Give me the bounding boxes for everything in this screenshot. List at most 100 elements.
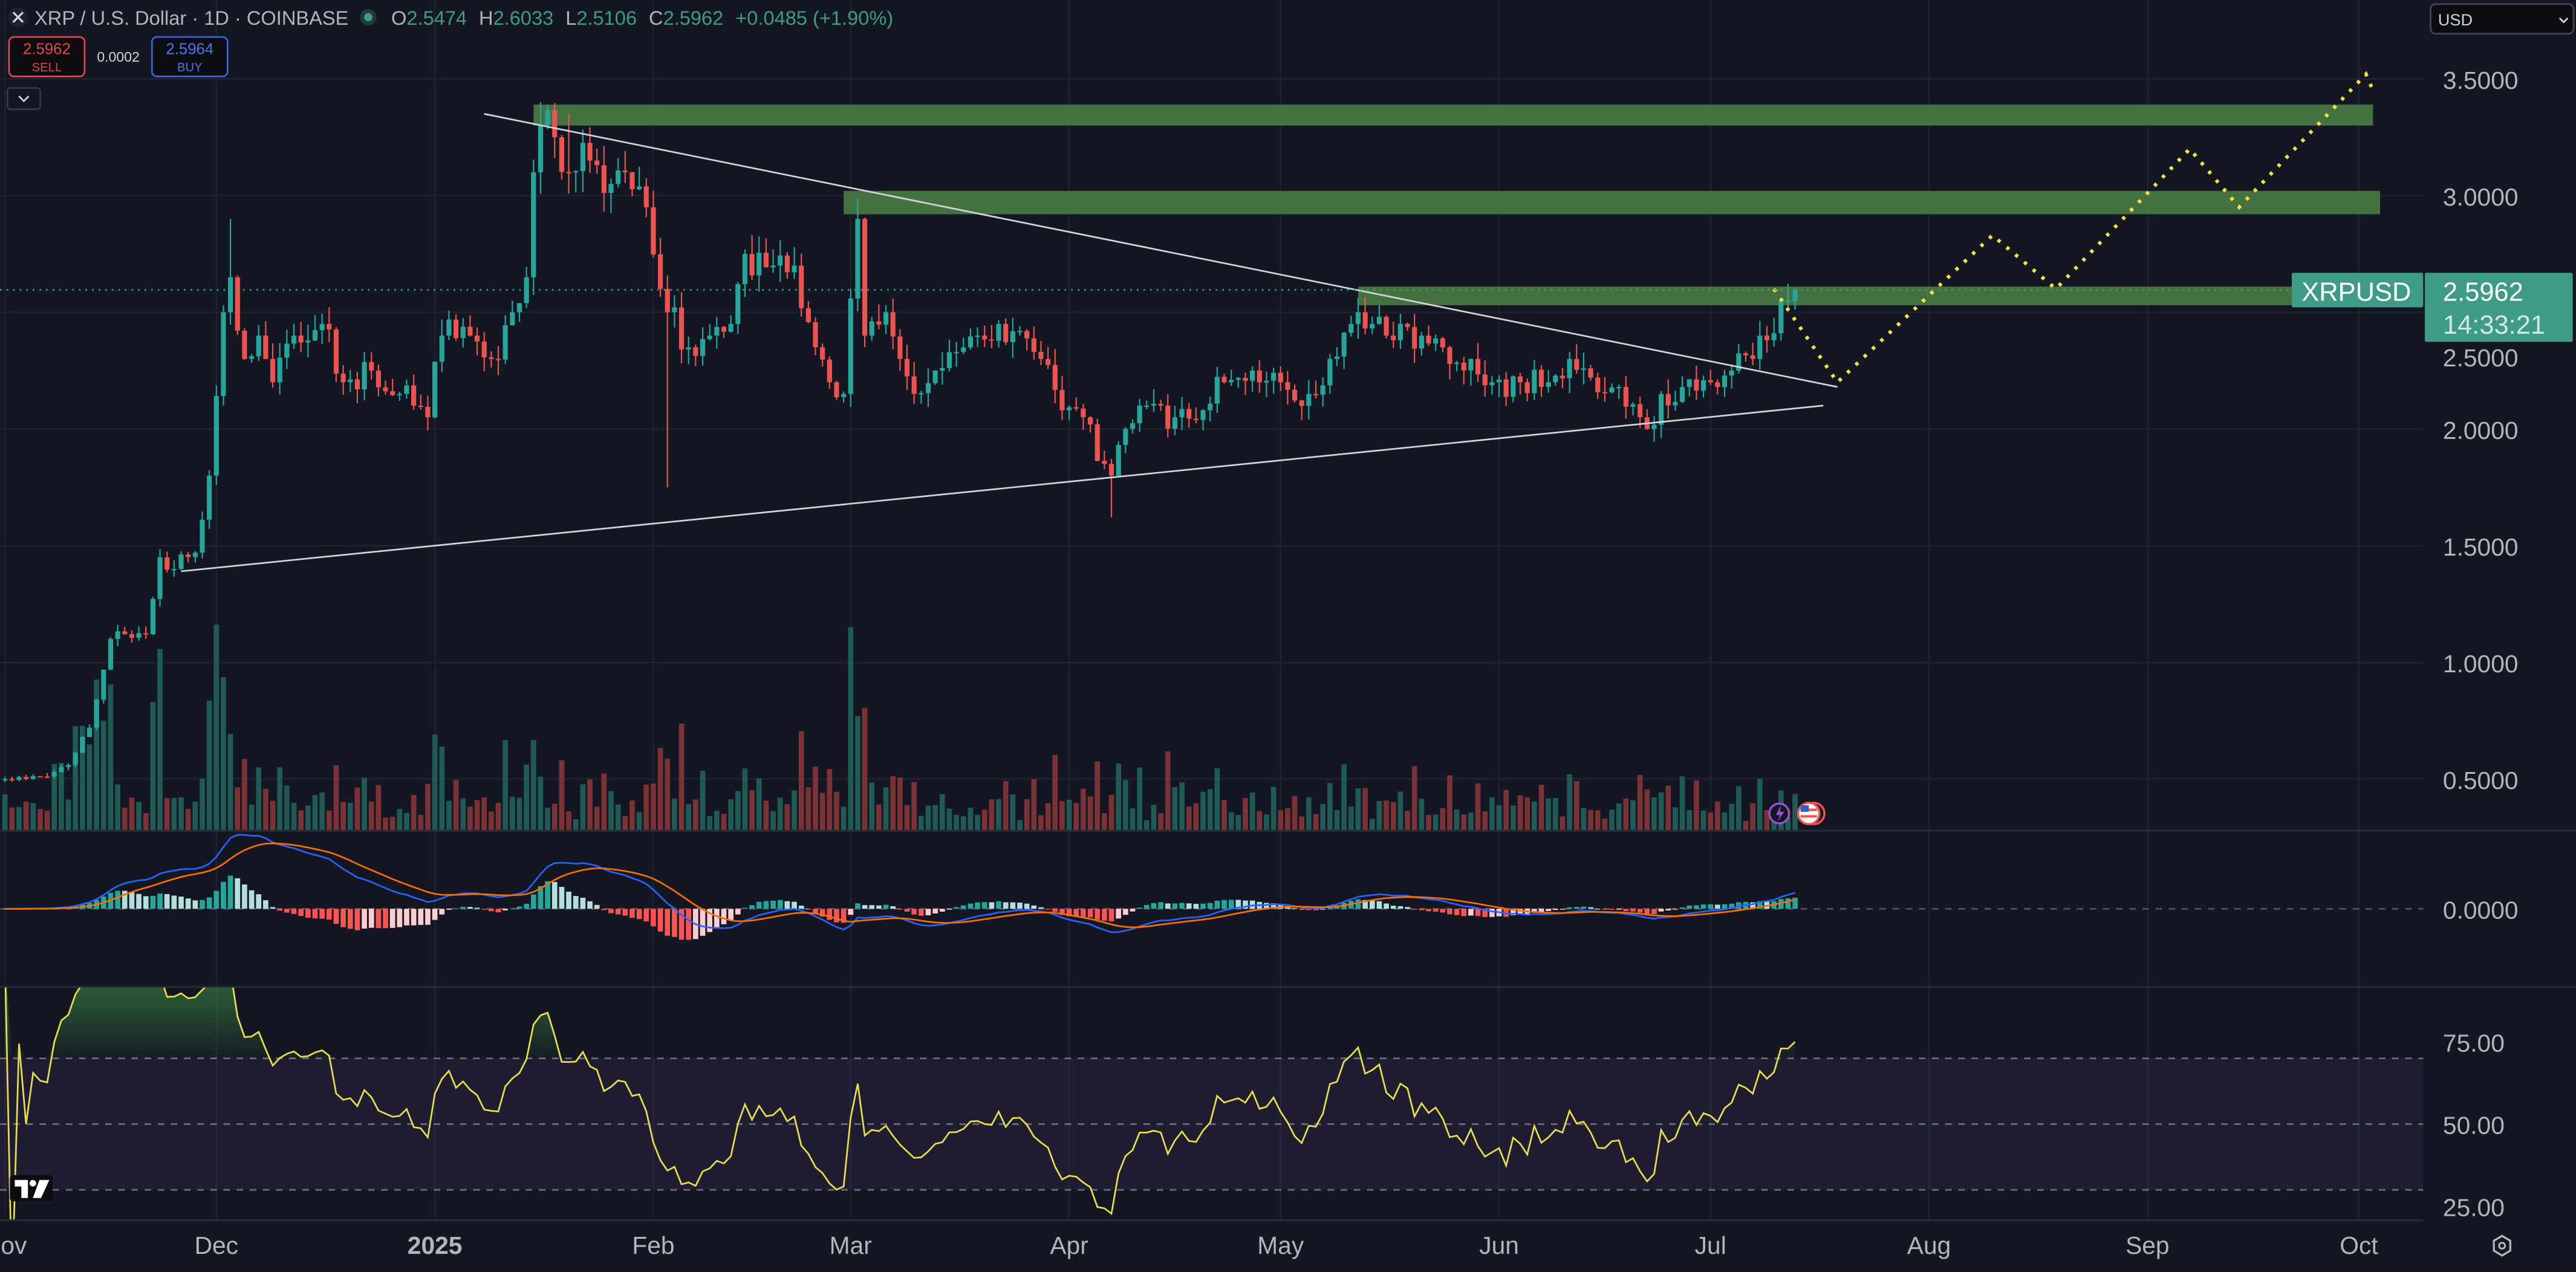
candle-body xyxy=(651,207,656,255)
macd-histogram-bar xyxy=(509,908,515,909)
macd-histogram-bar xyxy=(1454,909,1460,915)
candle-body xyxy=(312,330,318,341)
resistance-zone[interactable] xyxy=(1358,287,2424,305)
candle-body xyxy=(242,330,247,359)
macd-histogram-bar xyxy=(298,909,304,917)
macd-histogram-bar xyxy=(439,909,445,915)
projection-line[interactable] xyxy=(1772,71,2375,385)
volume-bar xyxy=(1397,791,1403,830)
macd-histogram-bar xyxy=(425,909,431,925)
macd-histogram-bar xyxy=(1355,899,1361,909)
volume-bar xyxy=(1066,799,1072,830)
volume-bar xyxy=(1376,801,1382,830)
macd-histogram-bar xyxy=(467,907,473,909)
macd-histogram-bar xyxy=(347,909,353,929)
volume-bar xyxy=(94,680,100,830)
candle-body xyxy=(1750,355,1755,359)
volume-bar xyxy=(1447,775,1452,830)
settings-icon[interactable] xyxy=(2493,1235,2511,1257)
lightning-event-icon[interactable] xyxy=(1768,802,1791,825)
macd-histogram-bar xyxy=(1207,903,1213,909)
macd-histogram-bar xyxy=(538,886,544,909)
volume-bar xyxy=(1468,813,1474,830)
currency-select[interactable]: USD xyxy=(2430,3,2575,35)
candle-body xyxy=(932,370,938,383)
volume-bar xyxy=(37,809,43,830)
macd-histogram-bar xyxy=(221,881,226,909)
candle-body xyxy=(1038,352,1044,359)
candle-body xyxy=(446,319,452,336)
candle-body xyxy=(1574,359,1579,370)
trendline[interactable] xyxy=(484,113,1838,388)
rsi-line xyxy=(4,987,1796,1220)
price-axis-label: 0.5000 xyxy=(2443,767,2519,794)
volume-bar xyxy=(841,806,847,830)
macd-histogram-bar xyxy=(1567,907,1572,909)
us-flag-event-icon[interactable] xyxy=(1797,802,1826,826)
projection-path[interactable] xyxy=(1772,71,2375,385)
macd-histogram-bar xyxy=(813,909,818,913)
candle-body xyxy=(30,776,36,779)
candle-body xyxy=(94,699,99,728)
tradingview-logo[interactable] xyxy=(10,1175,53,1202)
volume-bar xyxy=(44,811,50,830)
macd-histogram-bar xyxy=(1489,909,1495,917)
volume-bar xyxy=(1214,768,1220,830)
volume-bar xyxy=(678,723,685,830)
candle-body xyxy=(989,339,994,341)
candle-body xyxy=(1235,377,1241,380)
macd-histogram-bar xyxy=(1228,900,1234,909)
resistance-zones[interactable] xyxy=(533,104,2424,305)
trendlines[interactable] xyxy=(181,113,1838,573)
candle-body xyxy=(1673,401,1678,406)
volume-bar xyxy=(897,777,903,830)
symbol-header[interactable]: XRP / U.S. Dollar · 1D · COINBASE xyxy=(8,7,349,29)
volume-bar xyxy=(503,740,509,830)
buy-button[interactable]: 2.5964 BUY xyxy=(151,36,229,77)
candle-body xyxy=(1052,365,1058,391)
volume-bar xyxy=(1630,800,1636,830)
macd-histogram-bar xyxy=(1405,907,1410,909)
sell-button[interactable]: 2.5962 SELL xyxy=(8,36,86,77)
candle-body xyxy=(228,277,233,313)
resistance-zone[interactable] xyxy=(533,104,2373,126)
volume-bar xyxy=(1306,797,1312,830)
macd-histogram-bar xyxy=(981,902,987,909)
macd-histogram-bar xyxy=(1426,909,1431,912)
candle-body xyxy=(643,186,649,207)
candle-body xyxy=(186,554,191,557)
volume-bar xyxy=(1708,812,1714,830)
candle-body xyxy=(890,312,896,337)
candle-body xyxy=(678,307,685,350)
candle-body xyxy=(686,347,691,350)
macd-histogram-bar xyxy=(672,909,677,937)
volume-bar xyxy=(939,794,945,830)
candle-body xyxy=(580,143,585,171)
volume-bar xyxy=(446,800,452,830)
candle-body xyxy=(940,368,945,371)
volume-bar xyxy=(792,790,797,830)
trendline[interactable] xyxy=(181,404,1824,573)
candle-body xyxy=(629,172,635,189)
volume-bar xyxy=(1270,787,1277,830)
volume-bar xyxy=(1003,780,1009,830)
macd-histogram-bar xyxy=(939,909,945,912)
resistance-zone[interactable] xyxy=(844,190,2380,215)
volume-bar xyxy=(1264,814,1269,830)
volume-bar xyxy=(749,790,755,830)
collapse-button[interactable] xyxy=(6,87,41,111)
volume-bar xyxy=(30,803,36,830)
macd-histogram-bar xyxy=(1059,909,1065,915)
candle-body xyxy=(1376,317,1382,324)
macd-histogram-bar xyxy=(1179,903,1185,909)
market-status-icon[interactable] xyxy=(360,8,377,26)
macd-histogram-bar xyxy=(798,906,804,909)
candle-body xyxy=(1532,369,1537,394)
volume-bar xyxy=(489,811,494,830)
macd-histogram-bar xyxy=(1010,902,1016,909)
macd-histogram-bar xyxy=(1757,901,1763,909)
candle-body xyxy=(1334,356,1340,359)
time-axis-label: Mar xyxy=(830,1231,872,1259)
candle-body xyxy=(1715,382,1720,388)
